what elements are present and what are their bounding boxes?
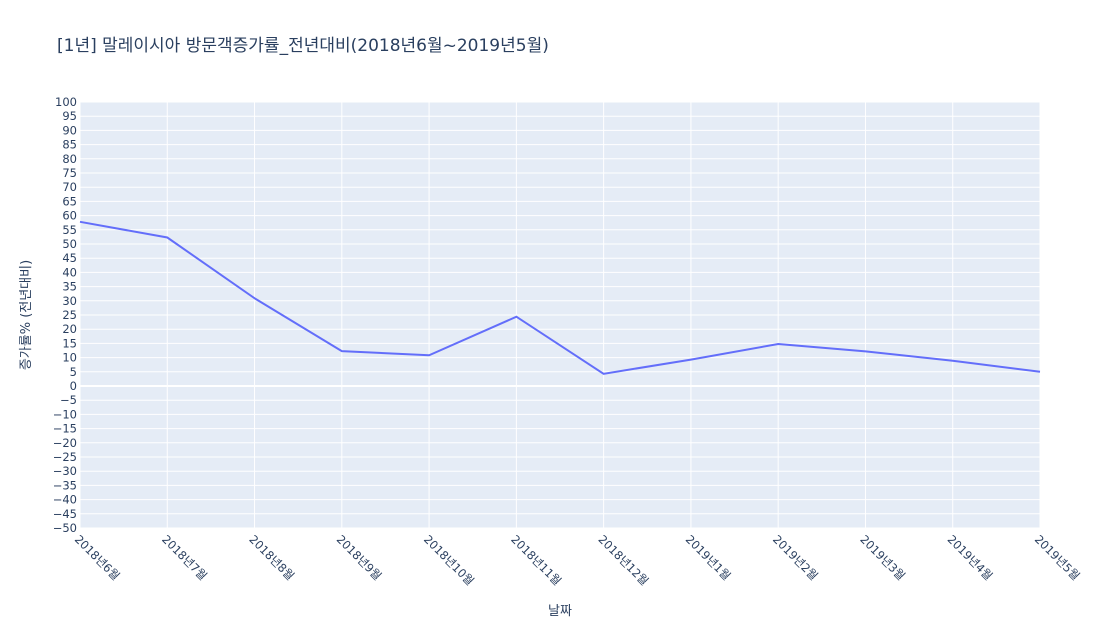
y-tick-label: 35 bbox=[62, 280, 77, 294]
chart-title: [1년] 말레이시아 방문객증가률_전년대비(2018년6월~2019년5월) bbox=[57, 36, 549, 56]
y-tick-label: 20 bbox=[62, 322, 77, 336]
y-tick-label: 85 bbox=[62, 138, 77, 152]
y-tick-label: −50 bbox=[53, 521, 77, 535]
y-tick-label: −35 bbox=[53, 478, 77, 492]
y-tick-label: −40 bbox=[53, 493, 77, 507]
y-tick-label: −20 bbox=[53, 436, 77, 450]
y-tick-label: 15 bbox=[62, 336, 77, 350]
y-tick-label: 10 bbox=[62, 351, 77, 365]
y-tick-label: −15 bbox=[53, 422, 77, 436]
x-axis-ticks: 2018년6월 2018년7월 2018년8월 2018년9월 2018년10월 2018… bbox=[72, 532, 1083, 588]
x-tick-label: 2019년2월 bbox=[770, 532, 821, 583]
y-tick-label: −45 bbox=[53, 507, 77, 521]
y-axis-ticks: −50−45−40−35−30−25−20−15−10−505101520253… bbox=[53, 95, 77, 535]
y-tick-label: −5 bbox=[60, 393, 77, 407]
y-tick-label: 80 bbox=[62, 152, 77, 166]
y-tick-label: 70 bbox=[62, 180, 77, 194]
x-tick-label: 2018년9월 bbox=[334, 532, 385, 583]
x-axis-title: 날짜 bbox=[548, 604, 572, 619]
x-tick-label: 2018년7월 bbox=[159, 532, 210, 583]
y-tick-label: 40 bbox=[62, 265, 77, 279]
y-tick-label: −25 bbox=[53, 450, 77, 464]
x-tick-label: 2018년11월 bbox=[508, 532, 564, 588]
x-tick-label: 2018년12월 bbox=[596, 532, 652, 588]
x-tick-label: 2019년1월 bbox=[683, 532, 734, 583]
y-tick-label: 55 bbox=[62, 223, 77, 237]
y-tick-label: 95 bbox=[62, 109, 77, 123]
y-tick-label: −10 bbox=[53, 407, 77, 421]
y-tick-label: 65 bbox=[62, 194, 77, 208]
y-tick-label: 90 bbox=[62, 123, 77, 137]
y-tick-label: 50 bbox=[62, 237, 77, 251]
y-tick-label: 25 bbox=[62, 308, 77, 322]
x-tick-label: 2018년8월 bbox=[246, 532, 297, 583]
y-tick-label: 60 bbox=[62, 209, 77, 223]
series-line bbox=[79, 220, 1041, 375]
grid-lines bbox=[79, 101, 1041, 529]
x-tick-label: 2018년10월 bbox=[421, 532, 477, 588]
y-tick-label: 30 bbox=[62, 294, 77, 308]
y-tick-label: 5 bbox=[70, 365, 77, 379]
y-tick-label: 100 bbox=[55, 95, 77, 109]
y-tick-label: −30 bbox=[53, 464, 77, 478]
y-tick-label: 45 bbox=[62, 251, 77, 265]
y-tick-label: 0 bbox=[70, 379, 77, 393]
x-tick-label: 2019년5월 bbox=[1032, 532, 1083, 583]
x-tick-label: 2018년6월 bbox=[72, 532, 123, 583]
y-tick-label: 75 bbox=[62, 166, 77, 180]
y-axis-title: 증가률% (전년대비) bbox=[19, 260, 34, 370]
x-tick-label: 2019년4월 bbox=[945, 532, 996, 583]
x-tick-label: 2019년3월 bbox=[857, 532, 908, 583]
